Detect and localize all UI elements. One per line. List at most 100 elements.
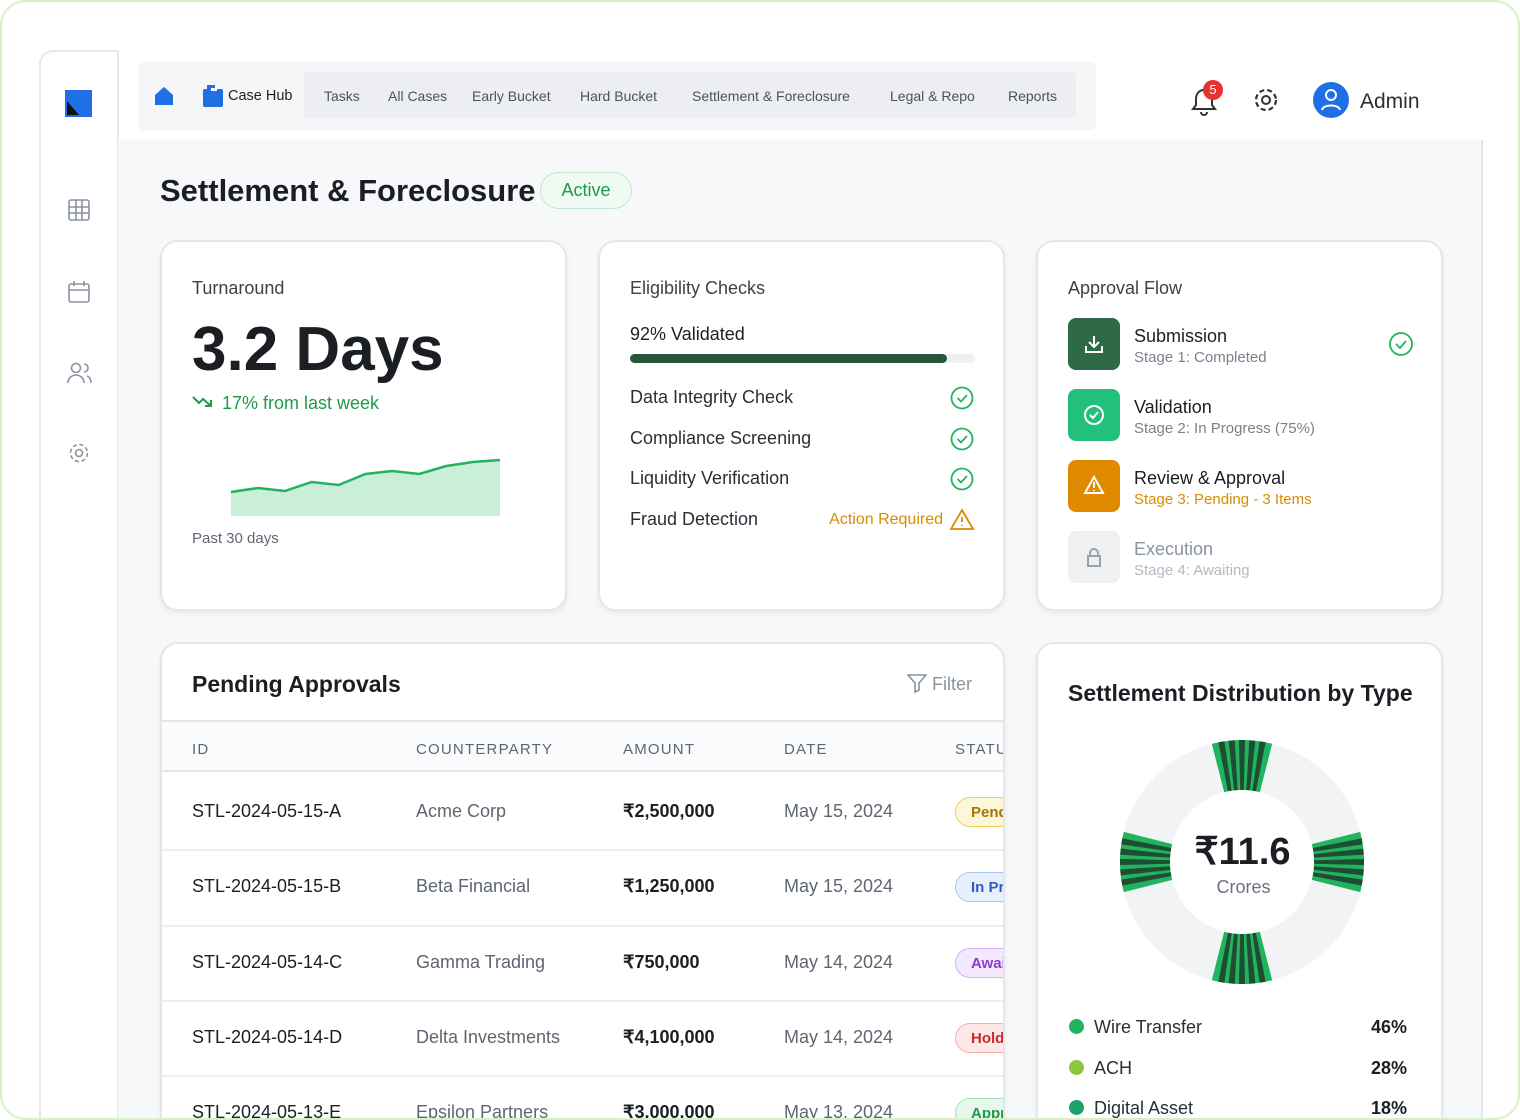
check-circle <box>950 427 974 450</box>
settings-icon[interactable] <box>67 441 91 465</box>
cell: Delta Investments <box>416 1026 561 1047</box>
segment-stripe <box>1313 866 1364 876</box>
segment-stripe <box>1238 933 1246 984</box>
eligibility-card: Eligibility Checks 92% Validated Data In… <box>598 240 1005 611</box>
segment-stripe <box>1228 933 1238 984</box>
segment-stripe <box>1312 838 1363 852</box>
legend-share: 46% <box>1370 1017 1407 1037</box>
sparkline-line <box>230 458 501 494</box>
footnote: Past 30 days <box>192 530 279 547</box>
legend-dot <box>1069 1100 1084 1115</box>
nav-item[interactable]: Settlement & Foreclosure <box>692 88 850 104</box>
card-label: Eligibility Checks <box>630 278 766 298</box>
row-divider <box>162 849 1003 852</box>
cell: Epsilon Partners <box>416 1102 549 1120</box>
cell: May 13, 2024 <box>784 1102 894 1120</box>
status-badge: Pend <box>955 797 1003 827</box>
cell: Acme Corp <box>416 801 507 821</box>
stage-name: Review & Approval <box>1134 468 1286 488</box>
page-title: Settlement & Foreclosure <box>160 173 536 208</box>
nav-item[interactable]: Hard Bucket <box>580 88 658 104</box>
warning <box>949 507 975 530</box>
check <box>956 475 968 484</box>
cell: Gamma Trading <box>416 951 546 972</box>
card-label: Approval Flow <box>1068 278 1183 298</box>
stage-icon <box>1068 460 1120 512</box>
nav-item[interactable]: All Cases <box>388 88 448 104</box>
nav-item[interactable]: Case Hub <box>228 88 293 104</box>
segment-stripe <box>1218 932 1232 983</box>
notification-count: 5 <box>1203 80 1223 100</box>
stage-glyph <box>1084 405 1104 426</box>
cell: May 15, 2024 <box>784 876 894 897</box>
grid-icon[interactable] <box>67 198 91 222</box>
cell: Beta Financial <box>416 876 531 897</box>
donut <box>1120 740 1364 984</box>
check-icon <box>950 386 974 410</box>
stage-name: Validation <box>1134 397 1212 417</box>
row-divider <box>162 999 1003 1002</box>
column-header: ID <box>192 741 210 758</box>
column-header: DATE <box>784 741 828 758</box>
filter-icon[interactable] <box>907 673 927 693</box>
calendar-icon[interactable] <box>67 280 91 304</box>
user-name[interactable]: Admin <box>1360 90 1420 113</box>
complete-icon <box>1389 332 1413 356</box>
table-header <box>162 720 1003 772</box>
kpi-change: 17% from last week <box>222 393 380 413</box>
cell: May 15, 2024 <box>784 801 894 821</box>
row-divider <box>162 924 1003 927</box>
turnaround-card: Turnaround 3.2 Days 17% from last week P… <box>160 240 567 611</box>
column-header: STATU <box>955 741 1005 758</box>
segment-stripe <box>1313 858 1364 866</box>
home-icon[interactable] <box>154 86 174 106</box>
cell: STL-2024-05-14-C <box>192 951 343 972</box>
segment-stripe <box>1313 848 1364 858</box>
users-icon[interactable] <box>67 361 93 385</box>
sidebar <box>39 50 119 1118</box>
check-circle <box>950 467 974 491</box>
status-badge: In Pr <box>955 872 1003 903</box>
status-badge: Awai <box>955 947 1003 978</box>
nav-item[interactable]: Reports <box>1008 88 1058 104</box>
check-icon <box>950 467 974 491</box>
nav-item[interactable]: Legal & Repo <box>890 88 975 104</box>
column-header: AMOUNT <box>623 741 696 758</box>
filter-button[interactable]: Filter <box>932 674 972 694</box>
segment-stripe <box>1246 933 1256 984</box>
segment-stripe <box>1252 741 1266 792</box>
segment-stripe <box>1120 866 1171 876</box>
segment-stripe <box>1238 740 1246 791</box>
legend-name: Wire Transfer <box>1094 1017 1203 1037</box>
cell: STL-2024-05-13-E <box>192 1102 342 1120</box>
stage-bg <box>1068 389 1120 441</box>
check-name: Compliance Screening <box>630 427 812 448</box>
legend-name: ACH <box>1094 1057 1133 1078</box>
check-icon <box>950 427 974 450</box>
progress-track <box>630 354 975 363</box>
nav-item[interactable]: Tasks <box>324 88 360 104</box>
check <box>956 394 968 403</box>
gear-icon[interactable] <box>1252 86 1280 114</box>
segment-stripe <box>1246 740 1256 791</box>
segment-stripe <box>1312 872 1363 886</box>
check-name: Data Integrity Check <box>630 387 794 407</box>
avatar[interactable] <box>1312 81 1350 119</box>
stage-glyph <box>1087 548 1101 567</box>
cell: May 14, 2024 <box>784 1026 894 1047</box>
cell: STL-2024-05-14-D <box>192 1026 343 1047</box>
stage-icon <box>1068 318 1120 370</box>
segment-stripe <box>1218 741 1232 792</box>
logo[interactable] <box>65 90 93 118</box>
stage-status: Stage 3: Pending - 3 Items <box>1134 491 1312 508</box>
check-circle <box>950 386 974 410</box>
distribution-card: Settlement Distribution by Type ₹11.6 Cr… <box>1036 642 1443 1118</box>
cell: STL-2024-05-15-A <box>192 801 342 821</box>
segment-stripe <box>1121 838 1172 852</box>
sparkline-area <box>231 460 500 516</box>
check-name: Fraud Detection <box>630 508 759 529</box>
nav-item[interactable]: Early Bucket <box>472 88 551 104</box>
cell: STL-2024-05-15-B <box>192 876 342 897</box>
legend-share: 28% <box>1370 1057 1407 1078</box>
stage-glyph <box>1083 474 1105 494</box>
